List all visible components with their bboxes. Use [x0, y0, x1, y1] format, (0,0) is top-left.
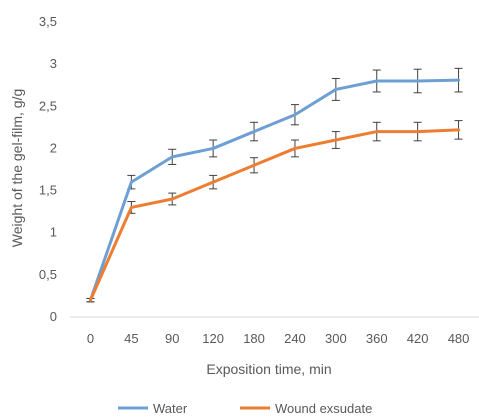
y-tick-label: 1 [50, 225, 57, 240]
x-tick-label: 45 [124, 331, 138, 346]
x-axis-tick-labels: 0 45 90 120 180 240 300 360 420 480 [87, 331, 470, 346]
y-axis-title: Weight of the gel-film, g/g [9, 89, 25, 247]
error-bars [86, 67, 463, 303]
legend-label-water: Water [153, 401, 188, 416]
x-tick-label: 420 [407, 331, 429, 346]
series-line-0 [88, 78, 461, 302]
series-line-1 [88, 128, 461, 302]
series-lines [88, 78, 461, 302]
legend: Water Wound exsudate [118, 401, 372, 416]
y-tick-label: 2,5 [39, 98, 57, 113]
y-tick-label: 3,5 [39, 14, 57, 29]
y-tick-label: 0 [50, 309, 57, 324]
legend-label-wound-exsudate: Wound exsudate [275, 401, 372, 416]
x-tick-label: 120 [202, 331, 224, 346]
y-tick-label: 1,5 [39, 183, 57, 198]
y-tick-label: 2 [50, 140, 57, 155]
y-tick-label: 3 [50, 56, 57, 71]
x-tick-label: 90 [165, 331, 179, 346]
x-tick-label: 0 [87, 331, 94, 346]
x-tick-label: 480 [448, 331, 470, 346]
x-axis-title: Exposition time, min [206, 361, 331, 377]
x-tick-label: 360 [366, 331, 388, 346]
x-tick-label: 300 [325, 331, 347, 346]
y-tick-label: 0,5 [39, 267, 57, 282]
x-tick-label: 180 [243, 331, 265, 346]
y-axis-tick-labels: 0 0,5 1 1,5 2 2,5 3 3,5 [39, 14, 57, 324]
x-tick-label: 240 [284, 331, 306, 346]
